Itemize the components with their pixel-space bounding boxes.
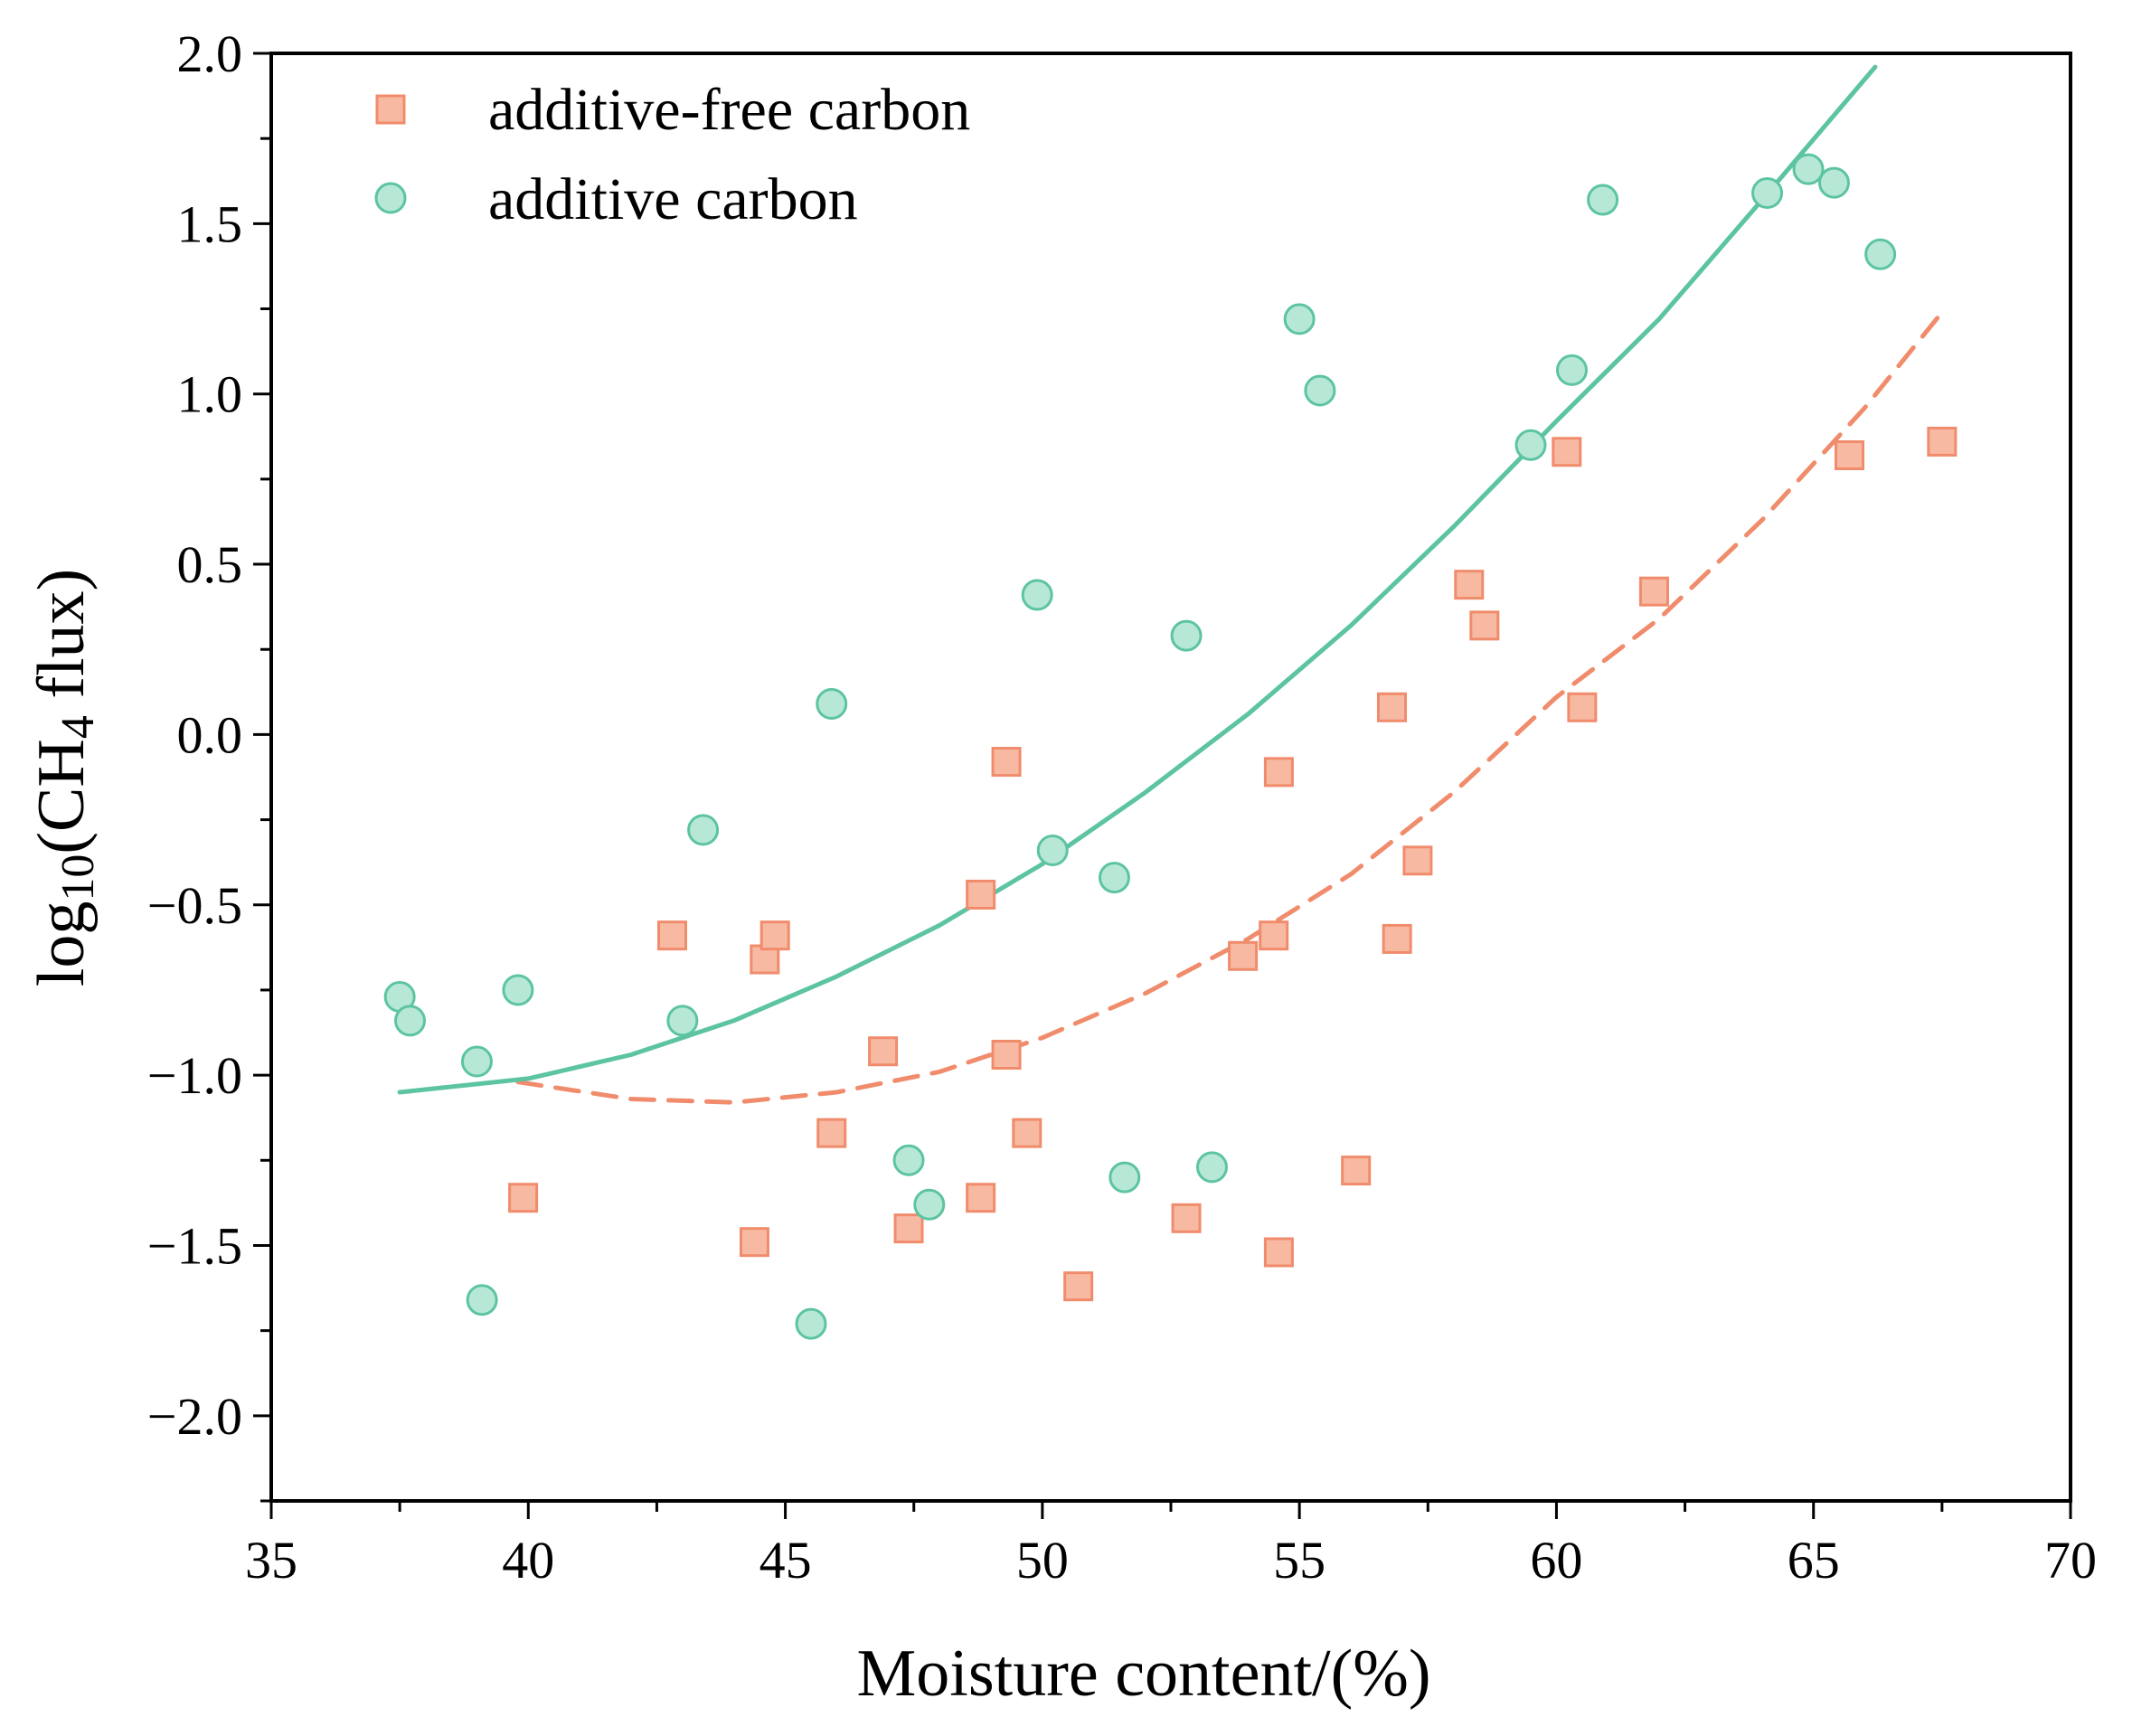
fit-curve-additive [397,64,1878,1095]
data-point-additive-free [1063,1271,1094,1302]
y-tick-label: −1.5 [147,1216,242,1275]
legend-label-additive: additive carbon [488,166,858,232]
y-tick-label: −0.5 [147,876,242,935]
data-point-additive [816,688,848,721]
data-point-additive [1514,429,1547,461]
legend-item-additive-free: additive-free carbon [375,77,970,143]
y-tick-label: 0.0 [177,705,243,764]
data-point-additive-free [1927,426,1958,457]
data-point-additive [1587,184,1619,216]
data-point-additive-free [1382,923,1412,954]
data-point-additive-free [1263,1237,1294,1268]
data-point-additive [1817,166,1850,199]
data-point-additive-free [991,747,1022,778]
data-point-additive-free [1469,610,1500,641]
y-tick-label: 1.0 [177,365,243,424]
data-points [383,153,1958,1340]
data-point-additive-free [1171,1203,1202,1233]
legend-item-additive: additive carbon [374,166,858,232]
plot-area [269,52,2072,1503]
x-axis: 35 40 45 50 55 60 65 70 [245,1501,2097,1590]
data-point-additive [460,1045,493,1078]
x-tick-label: 65 [1788,1531,1840,1590]
data-point-additive [394,1005,427,1037]
data-point-additive-free [1454,570,1485,600]
x-tick-label: 45 [759,1531,812,1590]
data-point-additive [913,1188,946,1221]
x-axis-title: Moisture content/(%) [857,1637,1431,1711]
data-point-additive [892,1144,925,1176]
legend-square-marker [375,94,406,125]
x-tick-label: 60 [1530,1531,1582,1590]
fit-lines [397,64,1945,1105]
fit-curve-additive-free [515,309,1945,1105]
data-point-additive [1098,862,1130,894]
x-tick-label: 70 [2044,1531,2097,1590]
data-point-additive-free [991,1040,1022,1071]
data-point-additive [1109,1161,1141,1194]
data-point-additive [1021,579,1053,611]
data-point-additive [1170,619,1203,652]
data-point-additive-free [1567,692,1598,722]
data-point-additive [1283,303,1316,335]
legend: additive-free carbon additive carbon [374,77,970,232]
y-tick-label: −2.0 [147,1387,242,1446]
x-tick-label: 50 [1016,1531,1069,1590]
data-point-additive [502,974,534,1006]
data-point-additive [1555,354,1588,386]
x-tick-label: 40 [502,1531,554,1590]
data-point-additive-free [1638,576,1669,607]
legend-label-additive-free: additive-free carbon [488,77,970,143]
data-point-additive [687,814,720,846]
data-point-additive-free [1402,845,1433,876]
data-point-additive-free [1228,940,1259,971]
data-point-additive [1304,374,1336,407]
data-point-additive-free [893,1213,924,1244]
x-tick-label: 35 [245,1531,297,1590]
data-point-additive-free [1376,692,1407,722]
legend-circle-marker [374,182,407,214]
y-axis-title: log10(CH4 flux) [24,569,104,986]
data-point-additive-free [1552,437,1582,467]
data-point-additive-free [656,920,687,951]
y-tick-label: −1.0 [147,1046,242,1105]
data-point-additive-free [1012,1118,1042,1148]
data-point-additive-free [1259,920,1289,951]
data-point-additive [1195,1151,1228,1184]
data-point-additive-free [1263,757,1294,788]
data-point-additive-free [966,879,996,910]
y-axis: −2.0 −1.5 −1.0 −0.5 0.0 0.5 1.0 1.5 2.0 [147,24,271,1503]
data-point-additive-free [739,1227,769,1258]
data-point-additive-free [1835,440,1865,471]
data-point-additive-free [966,1183,996,1213]
data-point-additive [1751,176,1784,209]
x-tick-label: 55 [1273,1531,1326,1590]
data-point-additive [466,1284,498,1316]
data-point-additive-free [816,1118,847,1148]
y-tick-label: 1.5 [177,194,243,253]
y-tick-label: 0.5 [177,535,243,594]
data-point-additive [666,1005,699,1037]
data-point-additive-free [508,1183,539,1213]
data-point-additive-free [868,1036,899,1067]
data-point-additive [1792,153,1825,185]
data-point-additive-free [1341,1156,1372,1186]
data-point-additive-free [759,920,790,951]
data-point-additive [1036,834,1069,866]
data-point-additive [1864,238,1897,270]
data-point-additive [795,1307,827,1340]
plot-frame [269,52,2072,1503]
y-tick-label: 2.0 [177,24,243,83]
